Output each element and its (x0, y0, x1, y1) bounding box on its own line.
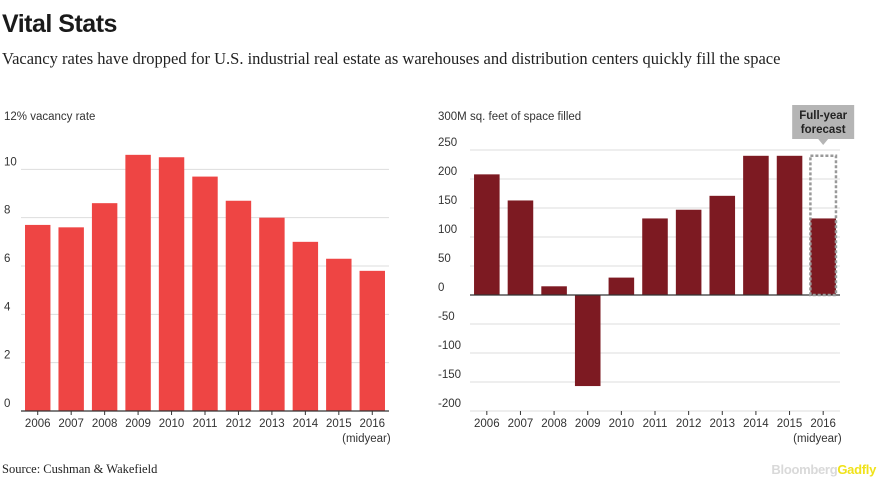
space-ytick-label: 200 (438, 166, 457, 178)
space-bar-2009 (574, 295, 601, 387)
space-ytick-label: -50 (438, 311, 455, 323)
space-xtick-label: 2006 (474, 418, 500, 430)
vacancy-bar-2016 (359, 270, 385, 411)
space-ytick-label: -150 (438, 369, 461, 381)
space-xtick-label: 2014 (743, 418, 769, 430)
space-bar-2013 (709, 195, 736, 295)
vacancy-bar-2006 (25, 224, 51, 411)
forecast-label-line2: forecast (801, 124, 846, 136)
space-xtick-label: 2010 (609, 418, 635, 430)
forecast-outline (809, 154, 838, 297)
brand-logo: BloombergGadfly (771, 462, 876, 477)
space-ytick-label: 150 (438, 195, 457, 207)
vacancy-xtick-label: 2007 (58, 418, 84, 430)
space-bar-2006 (474, 174, 500, 295)
forecast-label-pointer (818, 139, 829, 145)
vacancy-bar-2013 (259, 217, 285, 411)
space-xtick-label: 2011 (643, 418, 668, 430)
vacancy-bar-2008 (91, 203, 118, 411)
space-bar-2012 (675, 209, 702, 295)
vacancy-bar-2009 (125, 154, 151, 412)
vacancy-xtick-label: 2015 (326, 418, 352, 430)
vacancy-xtick-label: 2012 (226, 418, 252, 430)
vacancy-xtick-label: 2013 (259, 418, 285, 430)
space-xtick-label: 2008 (541, 418, 567, 430)
space-midyear-note: (midyear) (793, 433, 842, 445)
vacancy-ytick-label: 6 (4, 253, 10, 265)
space-xtick-label: 2015 (777, 418, 803, 430)
vacancy-midyear-note: (midyear) (342, 433, 391, 445)
space-ytick-label: 250 (438, 137, 457, 149)
vacancy-ytick-label: 10 (4, 156, 17, 168)
space-ytick-label: 100 (438, 224, 457, 236)
space-xtick-label: 2012 (676, 418, 702, 430)
space-xtick-label: 2013 (709, 418, 735, 430)
space-bar-2008 (541, 286, 567, 295)
vacancy-xtick-label: 2009 (125, 418, 151, 430)
vacancy-ytick-label: 2 (4, 350, 10, 362)
vacancy-bar-2014 (292, 241, 319, 411)
vacancy-bar-2015 (326, 258, 352, 411)
brand-accent: Gadfly (837, 462, 876, 477)
space-bar-2014 (743, 155, 769, 295)
space-bar-2016 (810, 218, 836, 295)
space-ytick-label: -200 (438, 398, 461, 410)
vacancy-bar-2012 (225, 200, 252, 411)
space-xtick-label: 2009 (575, 418, 601, 430)
space-bar-2007 (507, 200, 534, 295)
vacancy-ytick-label: 4 (4, 301, 11, 313)
vacancy-bar-2011 (192, 176, 218, 411)
vacancy-xtick-label: 2014 (293, 418, 319, 430)
space-ytick-label: -100 (438, 340, 461, 352)
vacancy-bar-2010 (158, 157, 185, 411)
forecast-label-line1: Full-year (799, 110, 847, 122)
space-xtick-label: 2016 (810, 418, 836, 430)
vacancy-xtick-label: 2008 (92, 418, 118, 430)
vacancy-xtick-label: 2011 (193, 418, 218, 430)
space-axis-label: 300M sq. feet of space filled (438, 111, 581, 123)
space-ytick-label: 50 (438, 253, 451, 265)
vacancy-axis-label: 12% vacancy rate (4, 111, 95, 123)
space-bar-2015 (776, 155, 803, 295)
space-ytick-label: 0 (438, 282, 444, 294)
space-bar-2010 (608, 277, 635, 295)
brand-main: Bloomberg (771, 462, 838, 477)
space-bar-2011 (642, 218, 668, 295)
space-xtick-label: 2007 (508, 418, 534, 430)
vacancy-ytick-label: 8 (4, 205, 10, 217)
vacancy-bar-2007 (58, 227, 84, 411)
forecast-label-box (792, 105, 855, 139)
vacancy-ytick-label: 0 (4, 398, 10, 410)
chart-title: Vital Stats (2, 10, 117, 38)
vacancy-xtick-label: 2006 (25, 418, 51, 430)
source-note: Source: Cushman & Wakefield (2, 462, 158, 476)
vacancy-xtick-label: 2010 (159, 418, 185, 430)
chart-subtitle: Vacancy rates have dropped for U.S. indu… (2, 49, 781, 68)
vacancy-xtick-label: 2016 (359, 418, 385, 430)
